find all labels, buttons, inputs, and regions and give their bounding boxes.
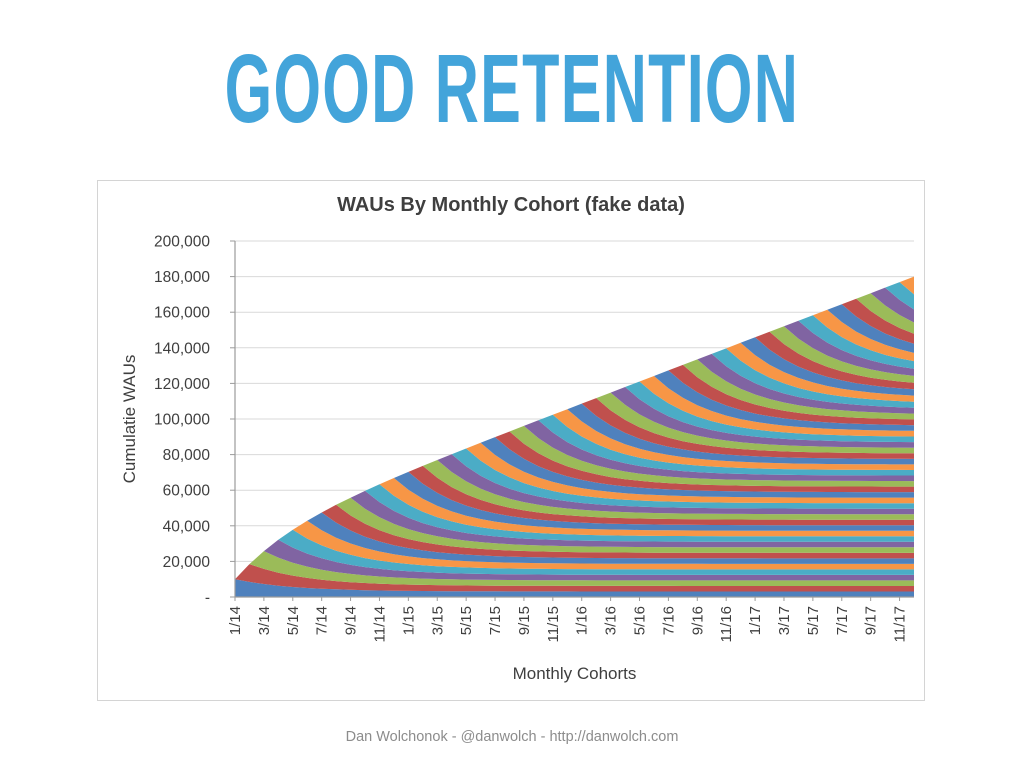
- x-tick-label: 3/17: [776, 606, 793, 635]
- y-tick-label: 140,000: [154, 340, 210, 357]
- y-tick-label: 60,000: [163, 483, 211, 500]
- cohort-band: [235, 478, 914, 580]
- x-tick-label: 11/17: [892, 606, 909, 642]
- cohort-band: [235, 309, 914, 580]
- x-tick-label: 5/16: [632, 606, 649, 635]
- x-tick-label: 7/15: [487, 606, 504, 635]
- chart-panel: WAUs By Monthly Cohort (fake data) - 20,0…: [97, 180, 925, 701]
- x-tick-label: 3/15: [429, 606, 446, 635]
- x-tick-label: 5/14: [285, 606, 302, 635]
- x-tick-label: 11/15: [545, 606, 562, 642]
- x-tick-label: 7/16: [660, 606, 677, 635]
- footer-credit: Dan Wolchonok - @danwolch - http://danwo…: [345, 729, 679, 745]
- cohort-stacked-area-chart: - 20,000 40,000 60,000 80,000 100,000 120,000 1…: [154, 234, 914, 642]
- cohort-band: [235, 512, 914, 580]
- x-tick-label: 3/14: [256, 606, 273, 635]
- x-tick-label: 1/16: [574, 606, 591, 635]
- cohort-band: [235, 465, 914, 580]
- y-tick-label: 180,000: [154, 269, 210, 286]
- y-tick-label: 120,000: [154, 376, 210, 393]
- cohort-band: [235, 484, 914, 580]
- x-tick-label: 3/16: [603, 606, 620, 635]
- cohort-band: [235, 539, 914, 581]
- cohort-band: [235, 381, 914, 580]
- y-tick-label: 40,000: [163, 518, 211, 535]
- cohort-band: [235, 376, 914, 580]
- x-tick-label: 5/17: [805, 606, 822, 635]
- y-tick-label: 200,000: [154, 234, 210, 251]
- y-tick-label: 80,000: [163, 447, 211, 464]
- x-tick-label: 9/15: [516, 606, 533, 635]
- y-tick-label: 20,000: [163, 554, 211, 571]
- x-tick-label: 1/15: [400, 606, 417, 635]
- cohort-band: [235, 315, 914, 580]
- x-tick-label: 9/14: [343, 606, 360, 635]
- cohort-band: [235, 579, 914, 597]
- x-tick-label: 5/15: [458, 606, 475, 635]
- slide-title-wrap: GOOD RETENTION: [0, 34, 1024, 143]
- x-tick-label: 11/14: [371, 606, 388, 642]
- cohort-band: [235, 529, 914, 580]
- slide-title: GOOD RETENTION: [224, 34, 800, 143]
- x-tick-label: 11/16: [718, 606, 735, 642]
- x-tick-label: 9/17: [863, 606, 880, 635]
- x-tick-label: 1/17: [747, 606, 764, 635]
- x-axis-title: Monthly Cohorts: [512, 664, 637, 683]
- cohort-band: [235, 520, 914, 580]
- cohort-band: [235, 471, 914, 580]
- chart-title: WAUs By Monthly Cohort (fake data): [337, 194, 685, 216]
- x-tick-label: 9/16: [689, 606, 706, 635]
- x-tick-label: 1/14: [227, 606, 244, 635]
- x-tick-label: 7/17: [834, 606, 851, 635]
- cohort-band: [235, 564, 914, 592]
- cohort-band: [235, 420, 914, 580]
- x-tick-label: 7/14: [314, 606, 331, 635]
- y-tick-label: 160,000: [154, 305, 210, 322]
- y-tick-label: -: [205, 590, 210, 607]
- y-tick-label: 100,000: [154, 412, 210, 429]
- cohort-band: [235, 551, 914, 586]
- cohort-band: [235, 460, 914, 580]
- y-axis-title: Cumulatie WAUs: [120, 354, 139, 484]
